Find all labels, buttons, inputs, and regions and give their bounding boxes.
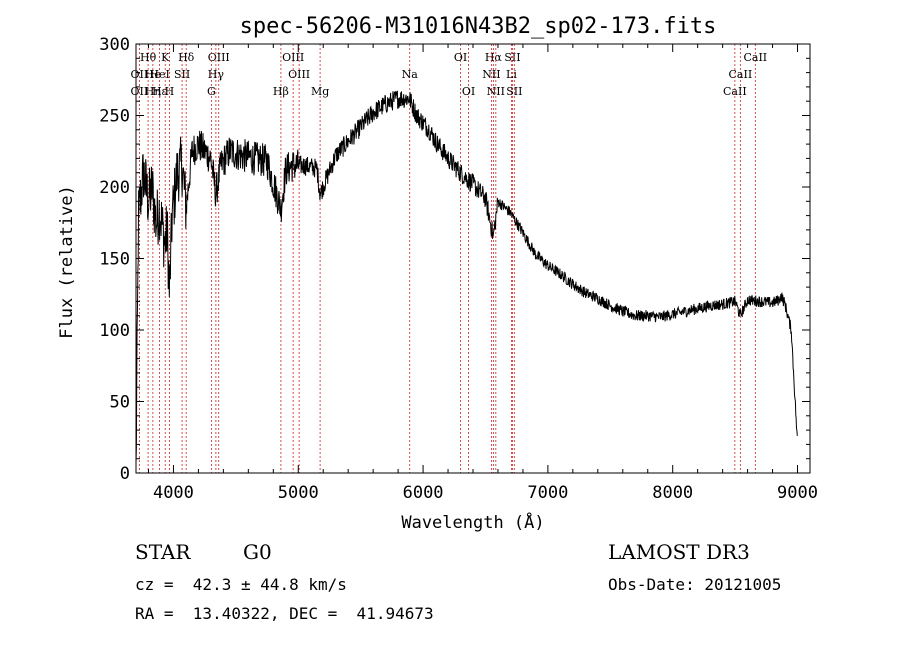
object-class: STAR: [135, 540, 191, 564]
line-label: NII: [482, 68, 500, 81]
line-label: Hθ: [140, 51, 157, 64]
y-tick-label: 50: [110, 393, 130, 413]
x-tick-label: 6000: [403, 483, 444, 503]
line-label: CaII: [743, 51, 767, 64]
x-tick-label: 9000: [777, 483, 818, 503]
observation-date: Obs-Date: 20121005: [608, 575, 782, 594]
line-label: Hδ: [178, 51, 195, 64]
line-label: SII: [506, 85, 522, 98]
survey-name: LAMOST DR3: [608, 540, 750, 564]
plot-frame: [135, 43, 811, 474]
spectral-subclass: G0: [243, 540, 272, 564]
line-label: K: [161, 51, 170, 64]
line-label: NII: [487, 85, 505, 98]
axes: 4000 5000 6000 7000 8000 9000 0 50 100 150 200 250 3…: [99, 35, 818, 503]
line-label: OI: [454, 51, 467, 64]
line-label: Hβ: [273, 85, 289, 98]
redshift-text: cz = 42.3 ± 44.8 km/s: [135, 575, 347, 594]
chart-title: spec-56206-M31016N43B2_sp02-173.fits: [240, 14, 717, 39]
line-label: Mg: [311, 85, 329, 98]
line-label: Hη: [145, 85, 161, 98]
line-label: CaII: [729, 68, 753, 81]
y-tick-label: 100: [99, 321, 130, 341]
spectrum-line: [135, 90, 798, 464]
line-label: Hγ: [208, 68, 225, 81]
line-label: HeI: [149, 68, 169, 81]
line-label: G: [207, 85, 216, 98]
line-label: Li: [506, 68, 517, 81]
y-tick-label: 0: [120, 464, 130, 484]
y-axis-label: Flux (relative): [57, 185, 77, 339]
x-tick-label: 4000: [153, 483, 194, 503]
x-axis-label: Wavelength (Å): [401, 511, 544, 533]
line-label: OIII: [288, 68, 310, 81]
x-tick-label: 5000: [278, 483, 319, 503]
x-tick-label: 7000: [527, 483, 568, 503]
y-tick-label: 200: [99, 178, 130, 198]
line-label: CaII: [723, 85, 747, 98]
line-label: OIII: [208, 51, 230, 64]
y-tick-label: 250: [99, 107, 130, 127]
line-label: OII: [131, 85, 149, 98]
y-tick-label: 300: [99, 35, 130, 55]
line-label: He: [145, 68, 161, 81]
line-label: Hα: [485, 51, 503, 64]
line-label: SII: [504, 51, 520, 64]
line-label: OI: [462, 85, 475, 98]
y-tick-label: 150: [99, 250, 130, 270]
line-label: SII: [174, 68, 190, 81]
x-tick-label: 8000: [652, 483, 693, 503]
line-label: OIII: [282, 51, 304, 64]
line-label: H: [165, 85, 175, 98]
line-label: Na: [402, 68, 419, 81]
line-label: Hε: [152, 85, 168, 98]
coordinates-text: RA = 13.40322, DEC = 41.94673: [135, 604, 434, 623]
line-label: OII: [131, 68, 149, 81]
